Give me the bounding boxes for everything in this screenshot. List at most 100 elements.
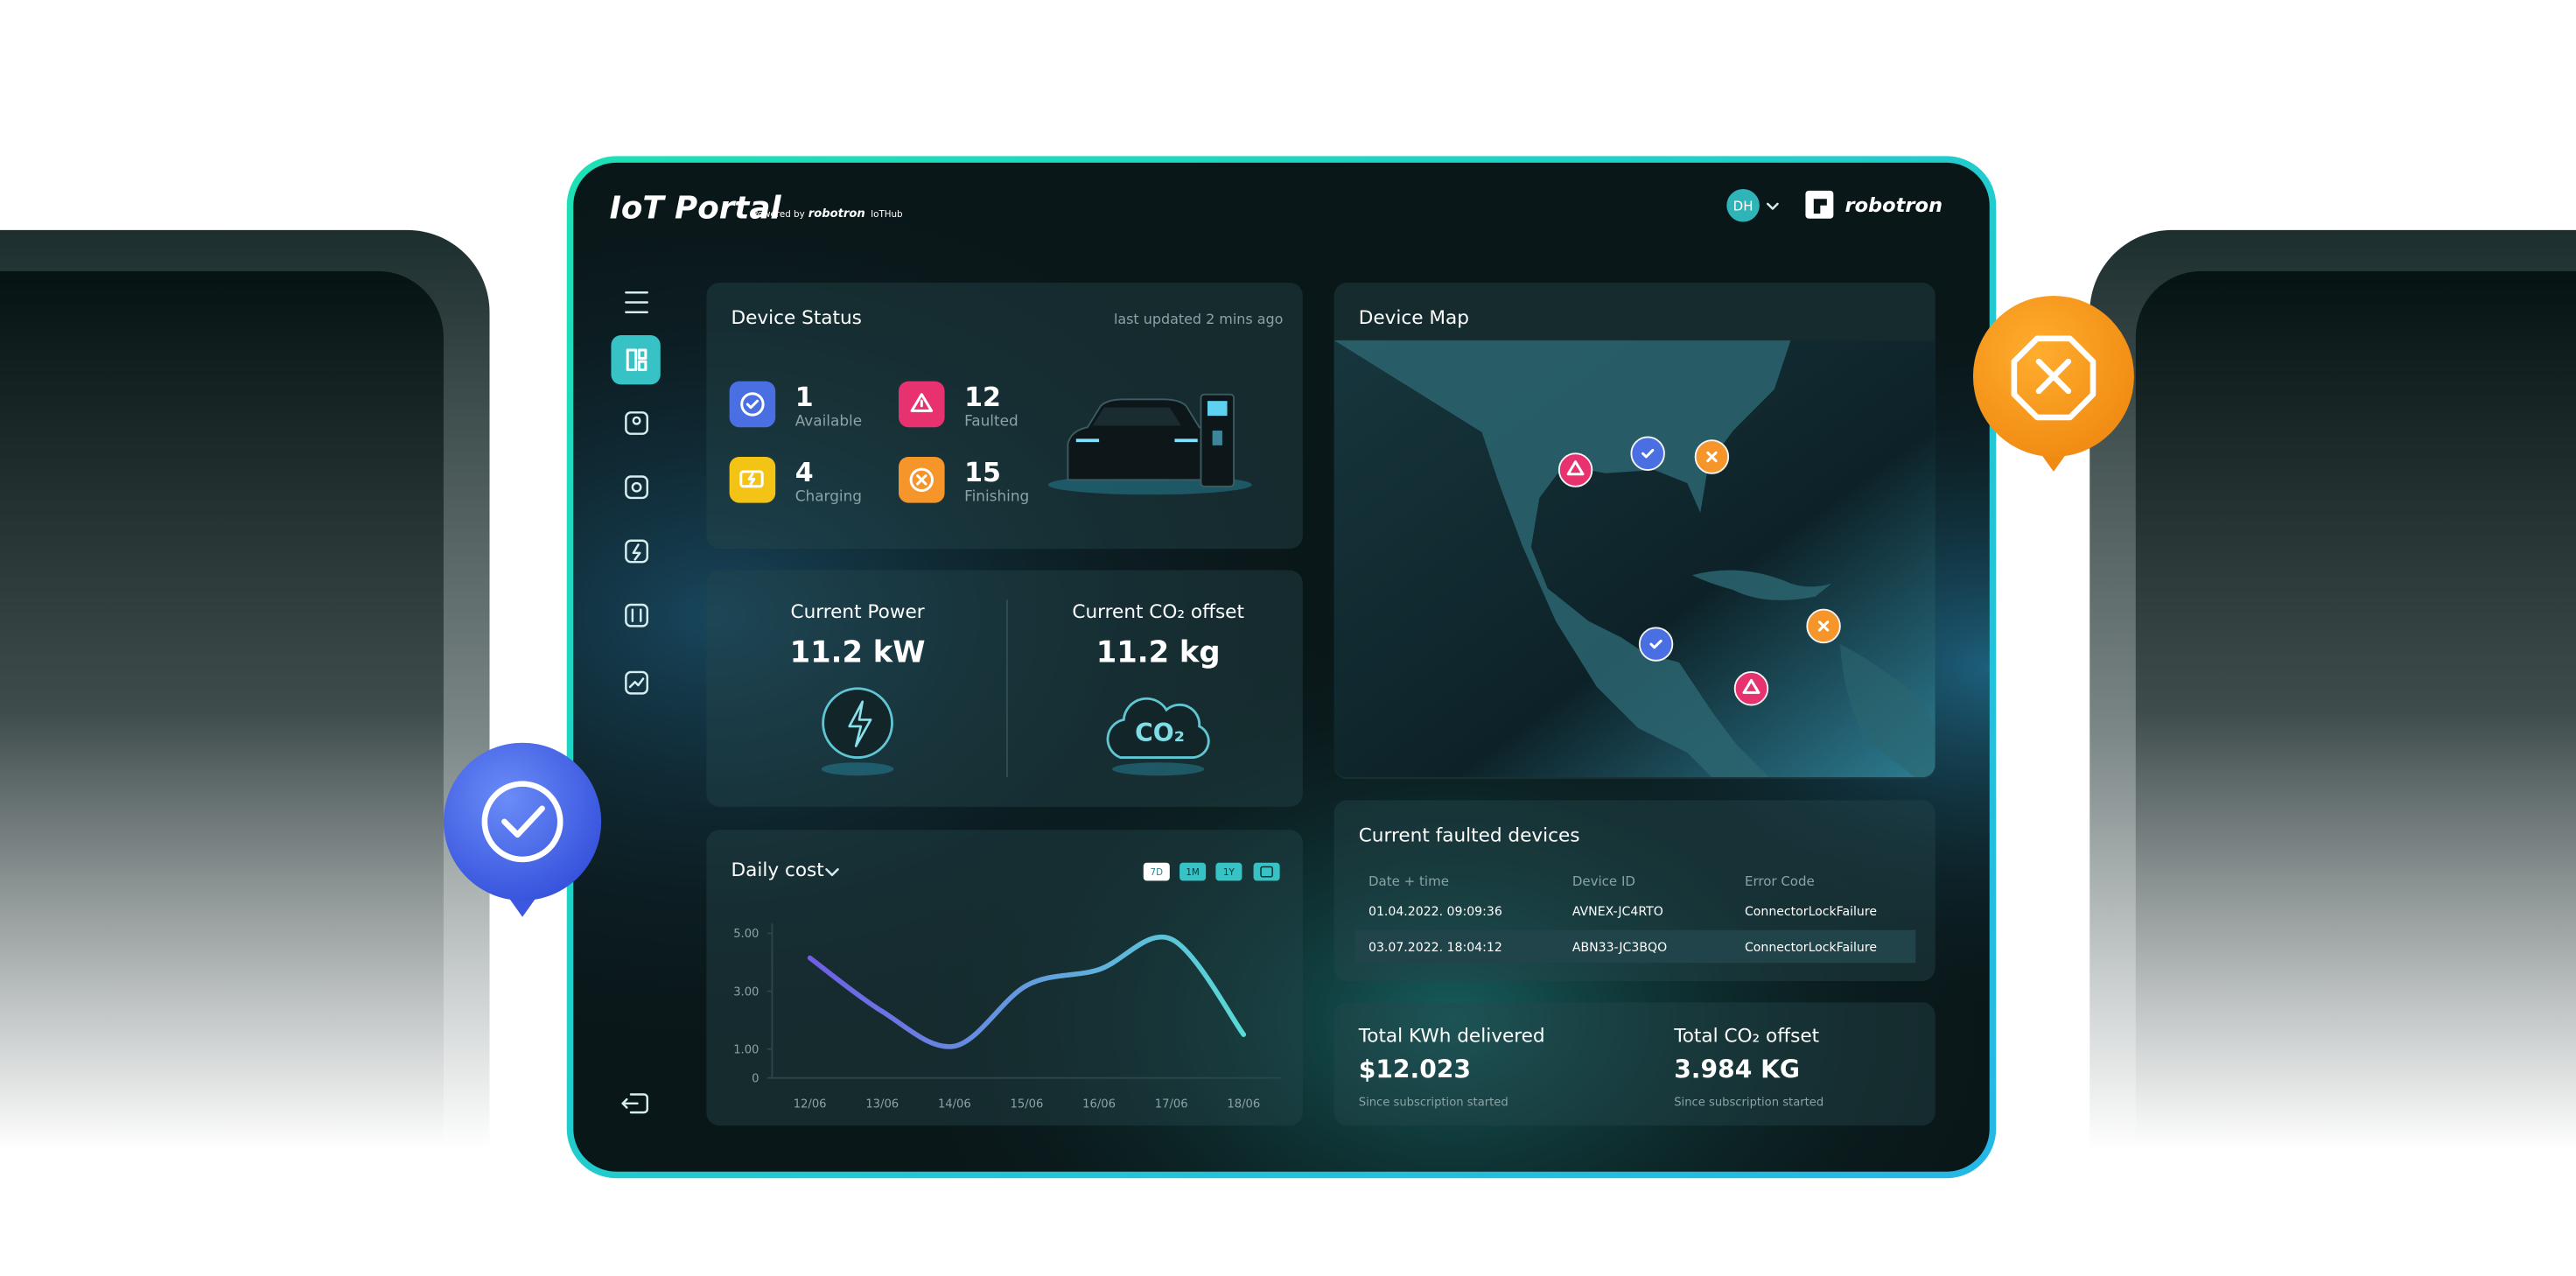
status-count: 4 (795, 458, 814, 488)
car-windshield (1092, 407, 1181, 426)
daily-cost-chart: 5.00 3.00 1.00 0 12/06 13/06 14/06 15/06 16/06 17… (733, 928, 1260, 1111)
co2-cloud (1106, 697, 1210, 760)
nav-analytics-icon[interactable] (628, 677, 645, 689)
sidebar (611, 291, 661, 1114)
map-pin[interactable] (1638, 627, 1674, 662)
x-tick-label: 16/06 (1082, 1098, 1116, 1111)
dropdown-chevron[interactable] (825, 868, 839, 877)
avatar-initials[interactable]: DH (1733, 198, 1754, 214)
y-tick-label: 5.00 (733, 928, 759, 941)
map[interactable] (1334, 340, 1936, 810)
total-label: Total KWh delivered (1358, 1025, 1545, 1047)
icon-glyph (739, 470, 764, 488)
totals-card: Total KWh delivered $12.023 Since subscr… (1334, 1002, 1936, 1126)
x-tick-label: 17/06 (1155, 1098, 1188, 1111)
charger-plug (1212, 430, 1222, 445)
column-header: Device ID (1572, 873, 1635, 889)
faulted-card: Current faulted devices Date + time Devi… (1334, 800, 1936, 981)
card-title: Device Status (732, 307, 862, 329)
last-updated: last updated 2 mins ago (1114, 311, 1283, 327)
card (1334, 1002, 1936, 1126)
range-label[interactable]: 1Y (1223, 867, 1236, 878)
column-header: Date + time (1368, 873, 1449, 889)
table-cell: AVNEX-JC4RTO (1572, 905, 1663, 919)
map-pin[interactable] (1630, 436, 1665, 471)
table-cell: ABN33-JC3BQO (1572, 941, 1667, 955)
range-label[interactable]: 1M (1186, 867, 1199, 878)
menu-button[interactable] (625, 291, 648, 313)
nav-charging[interactable] (625, 539, 648, 564)
co2-label: Current CO₂ offset (1072, 601, 1244, 623)
avatar[interactable] (1726, 188, 1760, 222)
icon-glyph (747, 473, 756, 486)
logout-button[interactable] (621, 1093, 648, 1114)
total-note: Since subscription started (1674, 1097, 1824, 1110)
nav-charging-icon[interactable] (632, 543, 641, 561)
status-label: Finishing (964, 487, 1029, 505)
range-label[interactable]: 7D (1151, 867, 1164, 878)
device-status-card: Device Status last updated 2 mins ago 1 … (706, 282, 1303, 550)
map-pin[interactable] (1694, 439, 1730, 474)
y-tick-label: 0 (752, 1072, 759, 1085)
calendar-button[interactable] (1253, 862, 1280, 881)
card-title[interactable]: Daily cost (732, 859, 824, 881)
x-tick-label: 18/06 (1227, 1098, 1260, 1111)
charger-screen (1208, 401, 1228, 417)
powered-brand: robotron (808, 207, 865, 221)
y-tick-label: 3.00 (733, 985, 759, 999)
map-pin[interactable] (1806, 608, 1841, 644)
table-cell: ConnectorLockFailure (1745, 905, 1877, 919)
icon-glyph (746, 399, 760, 410)
nav-analytics[interactable] (625, 670, 648, 695)
nav-dashboard-icon[interactable] (626, 348, 648, 371)
range-button[interactable] (1215, 862, 1242, 881)
nav-settings[interactable] (625, 603, 648, 627)
header: IoT Portal Powered by robotron IoTHub DH… (610, 188, 1942, 227)
power-icon (822, 687, 893, 760)
x-tick-label: 15/06 (1011, 1098, 1044, 1111)
co2-icon-text: CO₂ (1135, 719, 1185, 747)
row-highlight[interactable] (1354, 929, 1916, 964)
map-land (1839, 644, 1936, 778)
icon-glow (821, 762, 894, 776)
co2-value: 11.2 kg (1096, 635, 1221, 670)
status-count: 1 (795, 382, 814, 413)
status-count: 15 (964, 458, 1001, 488)
nav-users-icon[interactable] (632, 416, 641, 425)
side-panel-left-inner (0, 270, 444, 1151)
status-label: Faulted (964, 411, 1018, 429)
status-count: 12 (964, 382, 1001, 413)
avatar-chevron[interactable] (1767, 202, 1779, 210)
total-label: Total CO₂ offset (1673, 1025, 1819, 1047)
total-note: Since subscription started (1359, 1097, 1508, 1110)
range-button[interactable] (1143, 862, 1170, 881)
total-value: $12.023 (1359, 1055, 1471, 1084)
map-pin[interactable] (1558, 452, 1593, 487)
range-button[interactable] (1180, 862, 1207, 881)
card (706, 830, 1303, 1126)
device-map-card: Device Map (1334, 282, 1936, 810)
nav-settings-icon[interactable] (631, 608, 642, 622)
nav-users[interactable] (625, 411, 648, 435)
daily-cost-card: Daily cost 7D 1M 1Y 5.00 3.00 1.00 0 12/06 13… (706, 830, 1303, 1126)
map-land (1334, 340, 1791, 778)
car-illustration (1047, 393, 1252, 495)
status-label: Available (795, 411, 862, 429)
calendar-icon[interactable] (1260, 866, 1273, 878)
nav-locations[interactable] (625, 475, 648, 500)
powered-by: Powered by (752, 209, 805, 220)
power-card: Current Power 11.2 kW Current CO₂ offset… (706, 570, 1303, 807)
product-name: IoTHub (871, 209, 903, 220)
map-pin[interactable] (1733, 671, 1769, 706)
nav-locations-icon[interactable] (631, 481, 642, 493)
table-cell: ConnectorLockFailure (1745, 941, 1877, 955)
app-title: IoT Portal (610, 191, 782, 227)
logo-text: robotron (1844, 194, 1942, 217)
card (706, 282, 1303, 550)
card-title: Current faulted devices (1359, 824, 1580, 846)
table-cell: 03.07.2022. 18:04:12 (1368, 941, 1502, 955)
power-label: Current Power (791, 601, 925, 623)
icon-glyph (740, 392, 765, 417)
